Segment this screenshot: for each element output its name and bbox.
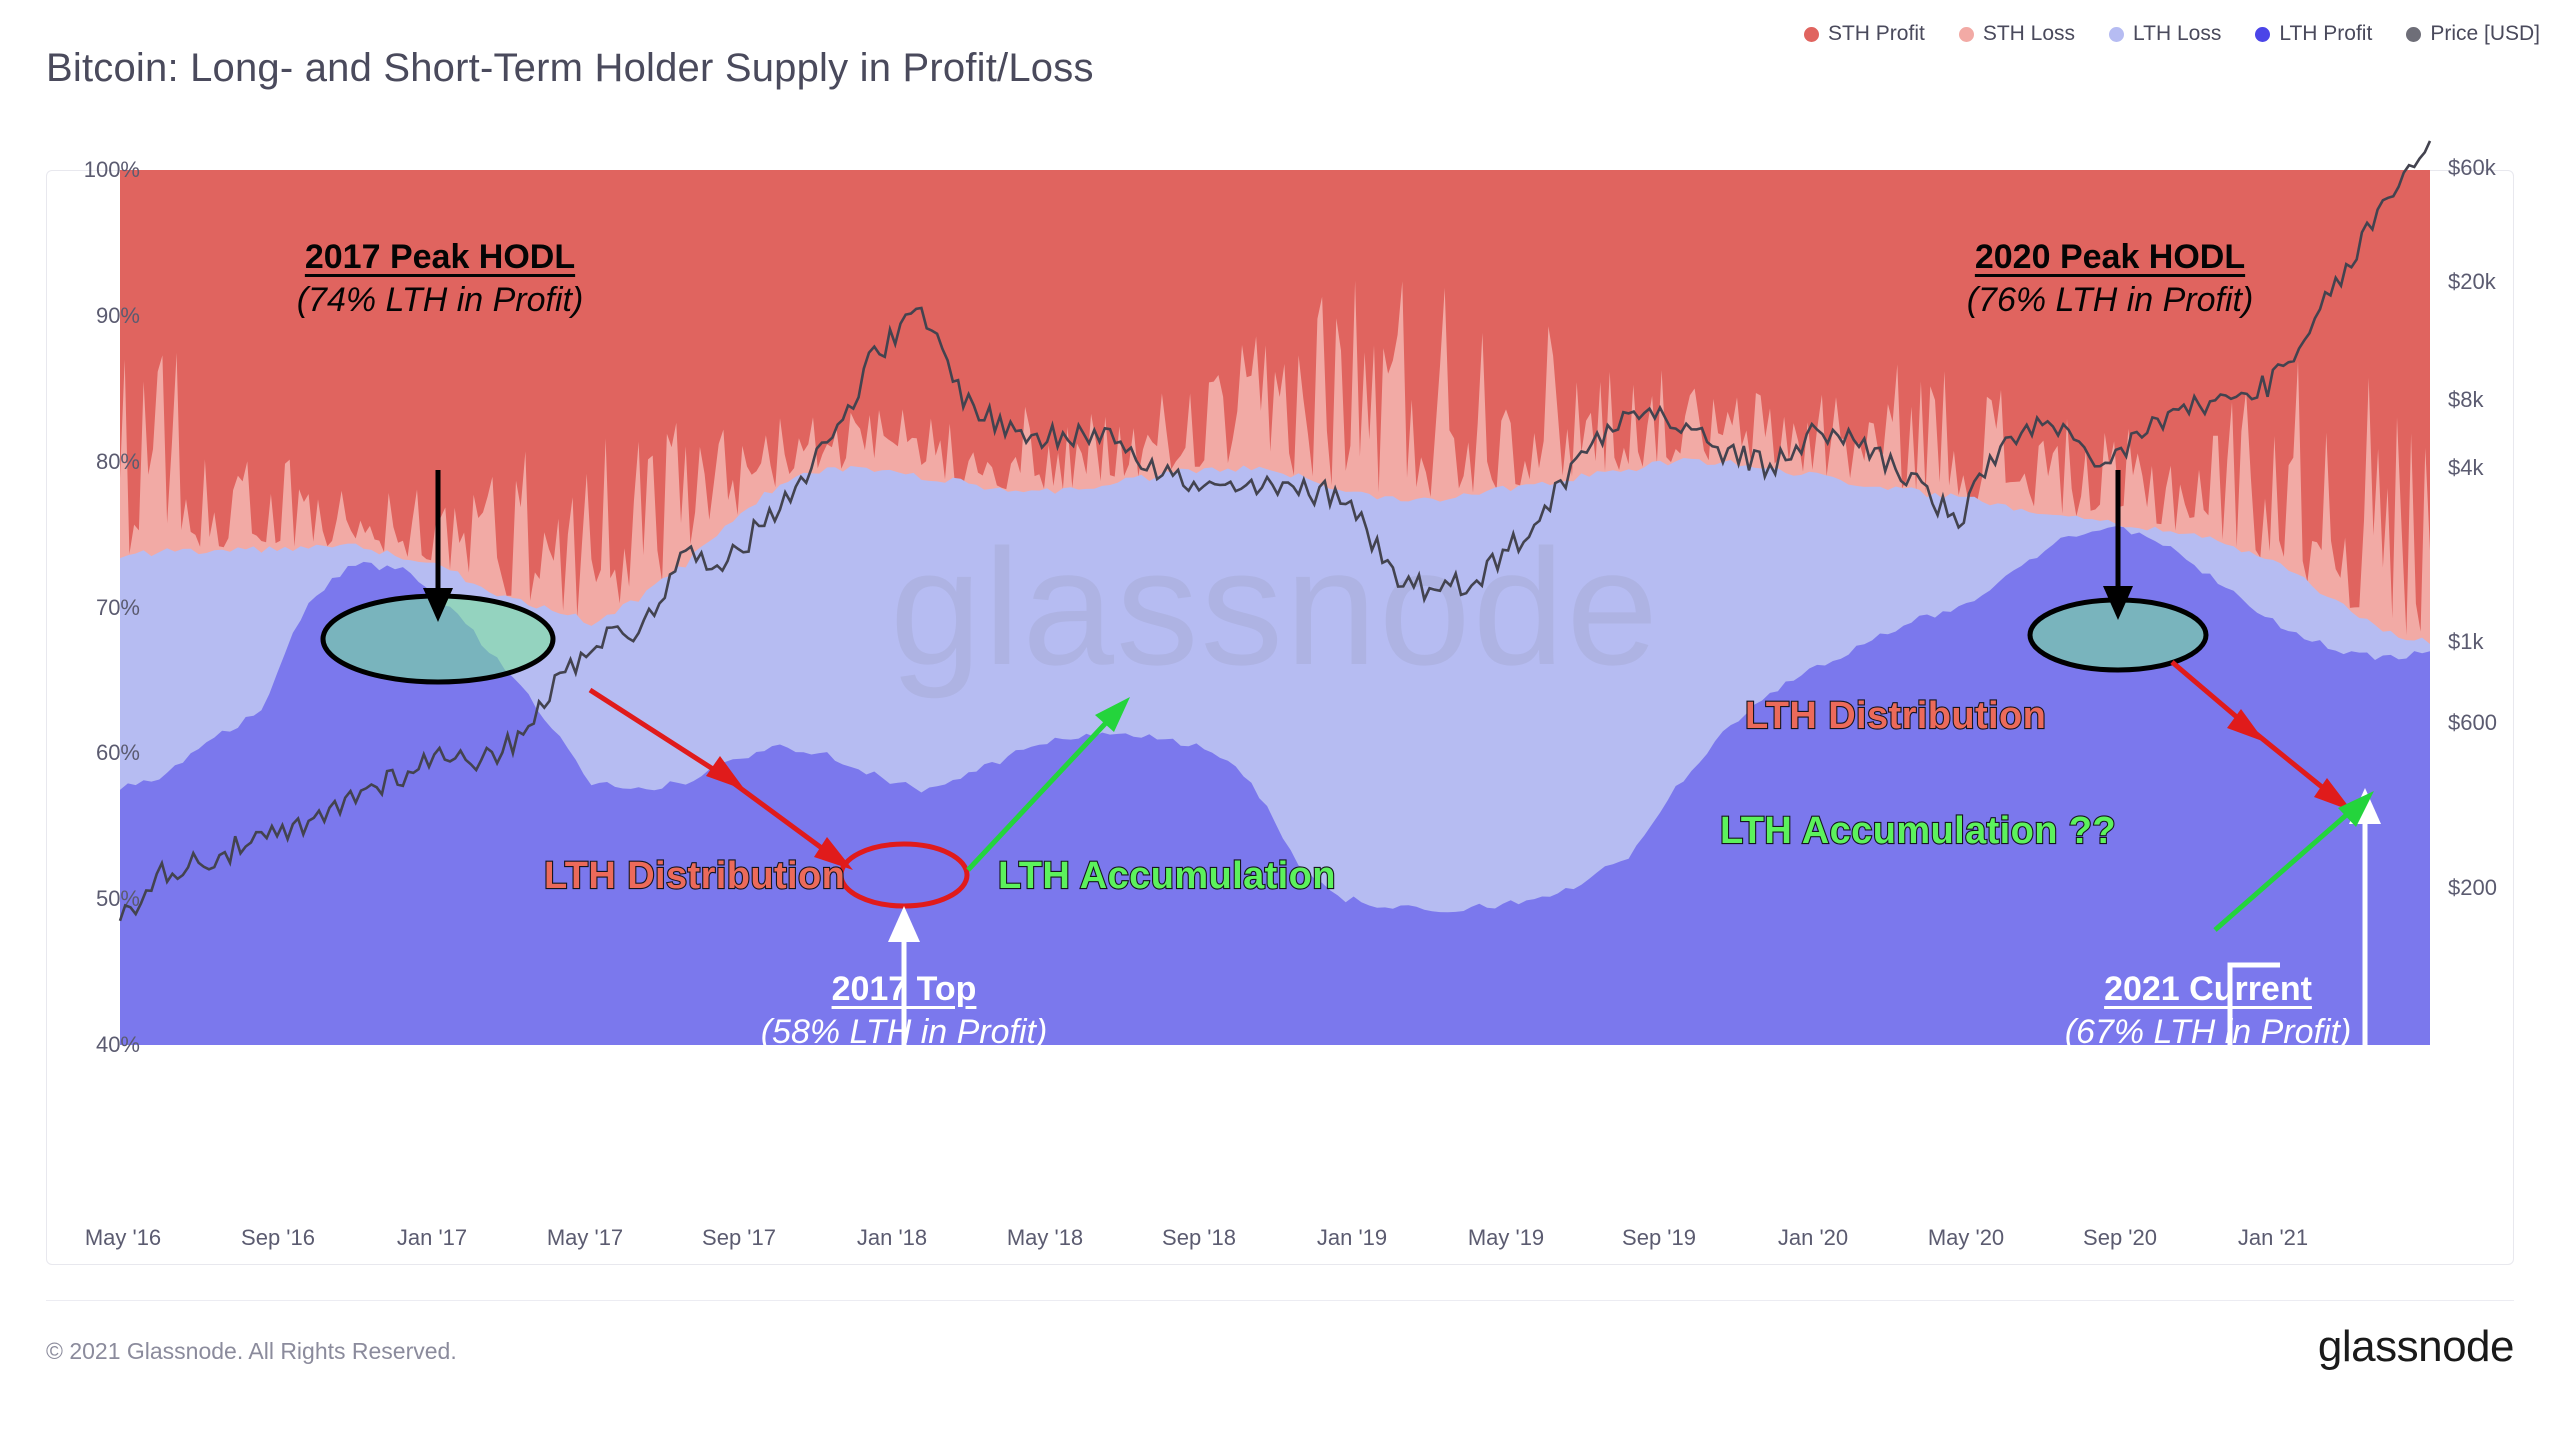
- annotation-sub: (76% LTH in Profit): [1966, 281, 2254, 319]
- legend-item-lth-loss[interactable]: LTH Loss: [2109, 22, 2221, 46]
- x-tick-label: Jan '17: [396, 1225, 468, 1250]
- arrow-lth-accumulation-2021: [2213, 791, 2374, 932]
- brand-logo: glassnode: [2317, 1322, 2515, 1371]
- annotation-2017-peak-hodl: 2017 Peak HODL (74% LTH in Profit): [180, 238, 700, 320]
- legend-label: Price [USD]: [2430, 22, 2540, 45]
- arrow-lth-accumulation-2018: [966, 697, 1130, 872]
- price-line-layer: [118, 140, 2432, 922]
- arrow-to-2017-top: [888, 906, 920, 1050]
- annotation-sub: (67% LTH in Profit): [2064, 1013, 2352, 1051]
- legend-item-sth-profit[interactable]: STH Profit: [1803, 22, 1925, 46]
- chart-legend: STH Profit STH Loss LTH Loss LTH Profit …: [1803, 22, 2540, 46]
- annotation-2021-current: 2021 Current (67% LTH in Profit): [1948, 970, 2468, 1052]
- annotation-lth-accumulation-2018: LTH Accumulation: [997, 854, 1337, 898]
- legend-dot-icon: [2406, 26, 2422, 42]
- annotation-lth-distribution-2020: LTH Distribution: [1744, 694, 2047, 738]
- arrow-to-2017-peak: [423, 470, 453, 622]
- annotation-sub: (58% LTH in Profit): [760, 1013, 1048, 1051]
- x-tick-label: Sep '20: [2083, 1225, 2157, 1250]
- x-tick-label: May '17: [546, 1225, 624, 1250]
- plot-area: glassnode: [118, 140, 2432, 1051]
- price-line: [118, 140, 2432, 922]
- annotation-head: 2017 Top: [831, 970, 977, 1008]
- annotation-2017-top: 2017 Top (58% LTH in Profit): [644, 970, 1164, 1052]
- legend-item-price[interactable]: Price [USD]: [2406, 22, 2540, 46]
- legend-label: STH Loss: [1982, 22, 2076, 45]
- area-lth-profit: [120, 526, 2430, 1045]
- x-tick-label: Jan '21: [2237, 1225, 2309, 1250]
- footer-divider: [46, 1300, 2514, 1301]
- annotation-head: 2021 Current: [2104, 970, 2312, 1008]
- x-tick-label: May '19: [1467, 1225, 1545, 1250]
- annotation-head: 2017 Peak HODL: [304, 238, 576, 276]
- x-tick-label: Sep '18: [1162, 1225, 1236, 1250]
- arrow-lth-distribution-2017: [588, 687, 853, 870]
- annotation-head: 2020 Peak HODL: [1974, 238, 2246, 276]
- highlight-ellipse-2017-top: [838, 841, 970, 909]
- x-tick-label: Sep '16: [241, 1225, 315, 1250]
- annotation-2020-peak-hodl: 2020 Peak HODL (76% LTH in Profit): [1850, 238, 2370, 320]
- x-tick-label: Jan '18: [856, 1225, 928, 1250]
- legend-dot-icon: [2109, 26, 2125, 42]
- x-tick-label: Sep '19: [1622, 1225, 1696, 1250]
- arrow-to-2020-peak: [2103, 470, 2133, 620]
- x-tick-label: Jan '20: [1777, 1225, 1849, 1250]
- x-tick-label: Sep '17: [702, 1225, 776, 1250]
- legend-dot-icon: [1958, 26, 1974, 42]
- x-axis: May '16 Sep '16 Jan '17 May '17 Sep '17 …: [0, 1225, 2560, 1265]
- x-tick-label: May '16: [84, 1225, 162, 1250]
- arrow-lth-distribution-2020: [2170, 660, 2352, 811]
- legend-dot-icon: [1803, 26, 1819, 42]
- annotation-lth-accumulation-2021: LTH Accumulation ??: [1719, 809, 2117, 853]
- x-tick-label: May '18: [1006, 1225, 1084, 1250]
- chart-svg: [120, 170, 2430, 1045]
- annotation-lth-distribution-2017: LTH Distribution: [543, 854, 846, 898]
- legend-item-lth-profit[interactable]: LTH Profit: [2255, 22, 2372, 46]
- x-tick-label: May '20: [1927, 1225, 2005, 1250]
- annotation-sub: (74% LTH in Profit): [296, 281, 584, 319]
- legend-label: LTH Loss: [2133, 22, 2222, 45]
- legend-label: STH Profit: [1827, 22, 1925, 45]
- legend-label: LTH Profit: [2279, 22, 2373, 45]
- legend-item-sth-loss[interactable]: STH Loss: [1958, 22, 2076, 46]
- legend-dot-icon: [2255, 26, 2271, 42]
- copyright-text: © 2021 Glassnode. All Rights Reserved.: [46, 1338, 457, 1364]
- annotation-graphics-layer: [320, 470, 2381, 1050]
- page-title: Bitcoin: Long- and Short-Term Holder Sup…: [46, 46, 1094, 90]
- x-tick-label: Jan '19: [1316, 1225, 1388, 1250]
